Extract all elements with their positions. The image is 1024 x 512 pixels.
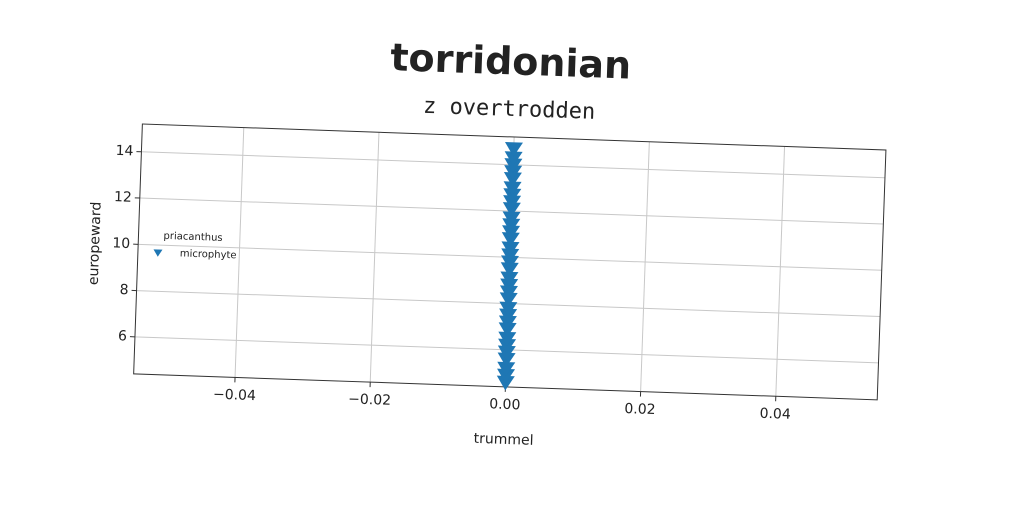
x-axis-label: trummel [473, 431, 533, 449]
point [497, 361, 516, 377]
legend-title: priacanthus [163, 231, 222, 244]
y-tick-label: 12 [114, 189, 132, 206]
point [501, 241, 520, 257]
x-tick-label: −0.02 [348, 391, 391, 408]
chart-subtitle: z overtrodden [423, 94, 596, 125]
y-tick-label: 10 [112, 235, 130, 252]
x-tick-label: 0.00 [489, 396, 521, 413]
chart-title: torridonian [390, 35, 632, 87]
grid-line [234, 127, 245, 378]
grid-line [369, 132, 380, 383]
point [500, 271, 519, 287]
x-tick-label: −0.04 [213, 387, 257, 404]
grid-line [640, 141, 650, 392]
point [502, 211, 521, 227]
y-tick-label: 14 [115, 143, 133, 160]
point [503, 181, 522, 196]
point [499, 301, 518, 317]
x-tick-label: 0.04 [759, 406, 791, 423]
chart-body: torridonian z overtrodden trummel europe… [86, 35, 887, 449]
y-tick-label: 6 [118, 328, 128, 344]
point [504, 141, 523, 157]
point [504, 151, 523, 166]
grid-line [775, 146, 786, 397]
legend-label: microphyte [180, 248, 237, 261]
point [498, 331, 517, 347]
x-tick-label: 0.02 [624, 401, 656, 418]
y-axis-label: europeward [86, 201, 105, 285]
y-tick-label: 8 [119, 282, 128, 298]
legend-marker [153, 249, 163, 257]
